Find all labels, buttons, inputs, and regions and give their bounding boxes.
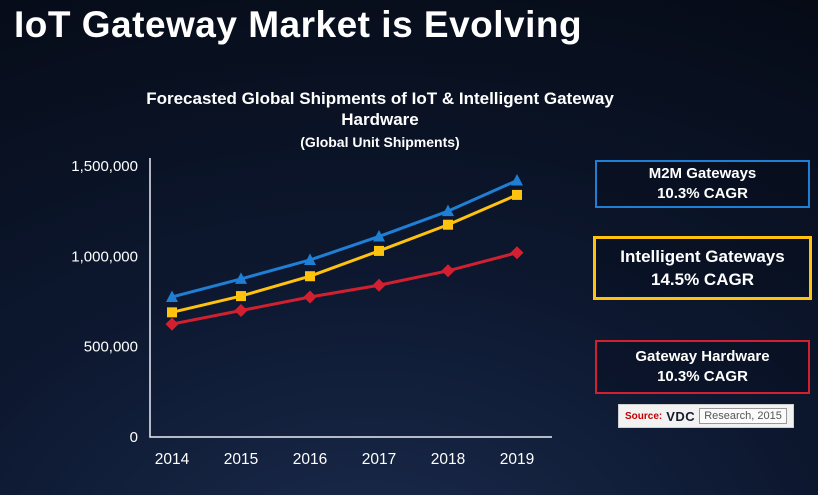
square-marker — [236, 291, 246, 302]
slide-title: IoT Gateway Market is Evolving — [14, 4, 583, 45]
square-marker — [305, 271, 315, 282]
diamond-marker — [303, 290, 317, 304]
legend-cagr: 14.5% CAGR — [651, 270, 754, 289]
x-axis-tick-label: 2017 — [362, 451, 396, 468]
x-axis-tick-label: 2015 — [224, 451, 258, 468]
series-line-m2m-gateways — [170, 178, 519, 299]
y-axis-tick-label: 1,000,000 — [71, 248, 138, 265]
square-marker — [167, 307, 177, 318]
source-badge: Source: VDC Research, 2015 — [618, 404, 794, 428]
source-label: Source: — [625, 410, 663, 422]
legend-m2m-gateways: M2M Gateways 10.3% CAGR — [595, 160, 810, 208]
triangle-marker — [373, 229, 385, 242]
legend-intelligent-gateways: Intelligent Gateways 14.5% CAGR — [593, 236, 812, 300]
chart-title-line1: Forecasted Global Shipments of IoT & Int… — [146, 89, 614, 108]
source-detail: Research, 2015 — [699, 408, 787, 424]
chart-axes — [149, 158, 552, 438]
y-axis-tick-label: 1,500,000 — [71, 158, 138, 175]
chart-title-line2: Hardware — [341, 110, 419, 129]
x-axis-tick-label: 2016 — [293, 451, 327, 468]
x-axis-tick-label: 2014 — [155, 451, 190, 468]
triangle-marker — [304, 253, 316, 265]
source-brand: VDC — [666, 408, 696, 424]
x-axis-tick-label: 2018 — [431, 451, 465, 468]
diamond-marker — [510, 246, 524, 260]
diamond-marker — [234, 304, 248, 318]
triangle-marker — [235, 272, 247, 284]
diamond-marker — [372, 278, 386, 292]
series-line-intelligent-gateways — [170, 193, 519, 314]
chart-title-block: Forecasted Global Shipments of IoT & Int… — [100, 88, 660, 153]
square-marker — [512, 189, 522, 200]
legend-cagr: 10.3% CAGR — [657, 185, 748, 202]
shipments-line-chart: 0 500,000 1,000,000 1,500,000 2014 2015 2016 20… — [71, 158, 552, 468]
chart-subtitle: (Global Unit Shipments) — [300, 134, 460, 150]
y-axis-tick-label: 0 — [130, 429, 138, 446]
triangle-marker — [442, 204, 454, 217]
triangle-marker — [511, 173, 523, 186]
square-marker — [443, 219, 453, 230]
series-line-gateway-hardware — [170, 251, 519, 326]
y-axis-tick-label: 500,000 — [84, 339, 138, 356]
x-axis-tick-label: 2019 — [500, 451, 534, 468]
triangle-marker — [166, 290, 178, 302]
legend-label: Intelligent Gateways — [620, 247, 785, 266]
square-marker — [374, 245, 384, 256]
diamond-marker — [165, 317, 179, 331]
legend-cagr: 10.3% CAGR — [657, 368, 748, 385]
legend-gateway-hardware: Gateway Hardware 10.3% CAGR — [595, 340, 810, 394]
diamond-marker — [441, 264, 455, 278]
legend-label: M2M Gateways — [648, 165, 757, 182]
legend-label: Gateway Hardware — [635, 348, 770, 365]
